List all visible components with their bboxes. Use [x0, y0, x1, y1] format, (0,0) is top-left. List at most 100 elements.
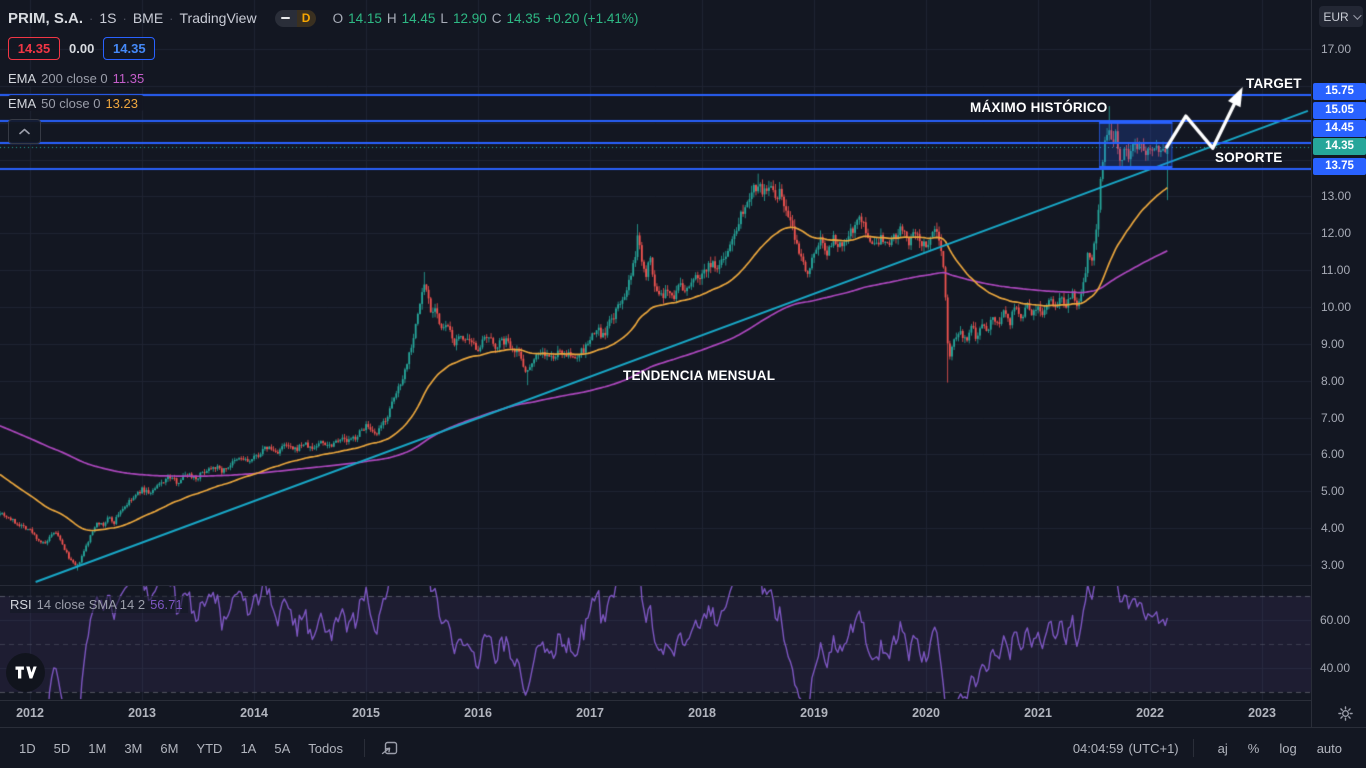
- currency-label: EUR: [1323, 9, 1349, 24]
- range-button-1A[interactable]: 1A: [240, 740, 257, 756]
- annotation-soporte[interactable]: SOPORTE: [1215, 150, 1283, 165]
- buy-button[interactable]: 14.35: [103, 37, 156, 60]
- currency-selector[interactable]: EUR: [1319, 6, 1363, 27]
- collapse-legend-button[interactable]: [8, 119, 41, 144]
- rsi-name: RSI: [10, 597, 32, 612]
- date-range-group: 1D 5D 1M 3M 6M YTD 1A 5A Todos: [0, 736, 403, 760]
- annotation-maximo-historico[interactable]: MÁXIMO HISTÓRICO: [970, 100, 1108, 115]
- toolbar-button-aj[interactable]: aj: [1217, 740, 1228, 756]
- price-tick-10.00: 10.00: [1321, 300, 1352, 315]
- indicator-value: 11.35: [112, 70, 145, 86]
- low-label: L: [440, 10, 448, 26]
- year-tick-2016: 2016: [464, 706, 492, 720]
- legend-separator: ·: [122, 10, 127, 26]
- price-tick-11.00: 11.00: [1321, 263, 1351, 278]
- price-chart-canvas[interactable]: [0, 0, 1311, 727]
- toolbar-button-%[interactable]: %: [1247, 740, 1260, 756]
- high-value: 14.45: [401, 10, 436, 26]
- year-tick-2021: 2021: [1024, 706, 1052, 720]
- tradingview-logo[interactable]: [6, 653, 45, 692]
- open-value: 14.15: [348, 10, 382, 26]
- price-scale[interactable]: EUR 17.00 13.00 12.00 11.00 10.00 9.00 8.00 7.0…: [1311, 0, 1366, 727]
- interval-label[interactable]: 1S: [99, 10, 117, 26]
- price-tick-9.00: 9.00: [1321, 336, 1345, 351]
- calendar-icon: [382, 741, 398, 755]
- price-tick-8.00: 8.00: [1321, 373, 1345, 388]
- ohlc-readout: O 14.15 H 14.45 L 12.90 C 14.35 +0.20 (+1.41…: [333, 11, 639, 26]
- market-closed-icon: [274, 9, 297, 27]
- price-tick-5.00: 5.00: [1321, 484, 1345, 499]
- price-tick-6.00: 6.00: [1321, 447, 1345, 462]
- session-clock[interactable]: 04:04:59 (UTC+1): [1073, 741, 1179, 756]
- price-badge-14.35: 14.35: [1313, 137, 1366, 155]
- price-badge-14.45: 14.45: [1313, 119, 1366, 137]
- range-button-1M[interactable]: 1M: [88, 740, 107, 756]
- toolbar-button-auto[interactable]: auto: [1316, 740, 1342, 756]
- price-tick-7.00: 7.00: [1321, 410, 1345, 425]
- change-value: +0.20 (+1.41%): [545, 10, 639, 26]
- sell-button[interactable]: 14.35: [8, 37, 60, 60]
- high-label: H: [386, 10, 397, 26]
- clock-time: 04:04:59: [1072, 740, 1124, 756]
- toolbar-divider: [1192, 739, 1194, 757]
- time-scale[interactable]: 2012 2013 2014 2015 2016 2017 2018 2019 2020 2021…: [0, 700, 1366, 727]
- indicator-params: 200 close 0: [41, 70, 108, 86]
- toolbar-divider: [363, 739, 365, 757]
- exchange-label[interactable]: BME: [132, 10, 164, 26]
- brand-label[interactable]: TradingView: [179, 10, 257, 26]
- bid-ask-row: 14.35 0.00 14.35: [8, 37, 638, 60]
- rsi-params: 14 close SMA 14 2: [36, 597, 146, 612]
- gear-icon: [1338, 706, 1353, 721]
- price-badge-15.75: 15.75: [1313, 82, 1366, 100]
- bottom-toolbar: 1D 5D 1M 3M 6M YTD 1A 5A Todos 04:04:59 (UTC+1) …: [0, 727, 1366, 768]
- delayed-data-badge: D: [296, 9, 316, 27]
- year-tick-2023: 2023: [1248, 706, 1276, 720]
- year-tick-2017: 2017: [576, 706, 604, 720]
- price-tick-3.00: 3.00: [1321, 558, 1345, 573]
- price-badge-15.05: 15.05: [1313, 101, 1366, 119]
- close-value: 14.35: [506, 10, 541, 26]
- range-button-1D[interactable]: 1D: [19, 740, 36, 756]
- go-to-date-button[interactable]: [377, 736, 403, 760]
- spread-value: 0.00: [69, 41, 95, 56]
- annotation-tendencia-mensual[interactable]: TENDENCIA MENSUAL: [623, 368, 776, 383]
- range-button-5D[interactable]: 5D: [53, 740, 71, 756]
- range-button-3M[interactable]: 3M: [124, 740, 143, 756]
- indicator-name: EMA: [8, 95, 37, 111]
- range-button-YTD[interactable]: YTD: [196, 740, 223, 756]
- toolbar-button-log[interactable]: log: [1279, 740, 1297, 756]
- year-tick-2018: 2018: [688, 706, 716, 720]
- market-status-pill[interactable]: D: [274, 9, 316, 27]
- price-tick-13.00: 13.00: [1321, 189, 1352, 204]
- year-tick-2015: 2015: [352, 706, 380, 720]
- indicator-name: EMA: [8, 70, 37, 86]
- year-tick-2014: 2014: [240, 706, 268, 720]
- toolbar-right-group: 04:04:59 (UTC+1) aj% log auto: [1073, 739, 1366, 757]
- low-value: 12.90: [452, 10, 487, 26]
- year-tick-2019: 2019: [800, 706, 828, 720]
- rsi-indicator-row[interactable]: RSI 14 close SMA 14 2 56.71: [10, 596, 188, 613]
- indicator-row-ema200[interactable]: EMA 200 close 0 11.35: [8, 70, 151, 86]
- indicator-params: 50 close 0: [41, 95, 101, 111]
- open-label: O: [332, 10, 344, 26]
- indicator-row-ema50[interactable]: EMA 50 close 0 13.23: [8, 95, 144, 111]
- rsi-value: 56.71: [150, 597, 183, 612]
- legend-separator: ·: [89, 10, 94, 26]
- year-tick-2022: 2022: [1136, 706, 1164, 720]
- scale-settings-button[interactable]: [1325, 700, 1366, 727]
- close-label: C: [491, 10, 502, 26]
- range-button-6M[interactable]: 6M: [160, 740, 179, 756]
- price-tick-4.00: 4.00: [1321, 521, 1345, 536]
- tv-monogram-icon: [15, 666, 37, 679]
- price-tick-12.00: 12.00: [1321, 226, 1352, 241]
- range-button-Todos[interactable]: Todos: [308, 740, 343, 756]
- range-button-5A[interactable]: 5A: [274, 740, 291, 756]
- symbol-title[interactable]: PRIM, S.A.: [8, 9, 84, 27]
- indicator-value: 13.23: [105, 95, 138, 111]
- price-badge-13.75: 13.75: [1313, 157, 1366, 175]
- annotation-target[interactable]: TARGET: [1246, 76, 1302, 91]
- pane-separator[interactable]: [0, 585, 1366, 586]
